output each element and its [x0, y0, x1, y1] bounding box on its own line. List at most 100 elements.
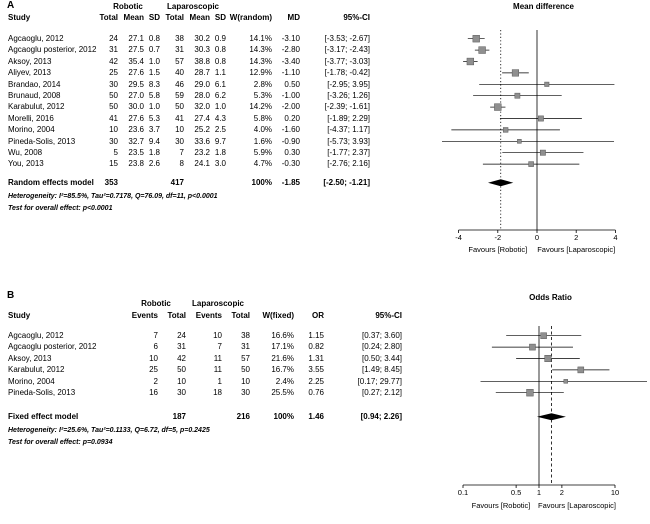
study-value: 0.82: [308, 342, 324, 352]
study-name: Agcaoglu, 2012: [8, 34, 64, 43]
study-value: 24: [177, 331, 186, 340]
study-value: 42: [109, 56, 118, 66]
study-value: 14.3%: [249, 56, 272, 66]
study-value: 27.5: [128, 45, 144, 55]
study-value: 23.2: [194, 148, 210, 157]
study-name: Aksoy, 2013: [8, 353, 52, 363]
study-value: -3.40: [281, 56, 300, 66]
study-value: 0.30: [284, 148, 300, 157]
study-value: [-2.95; 3.95]: [327, 79, 370, 89]
study-value: 30: [175, 136, 184, 146]
study-value: [-3.26; 1.26]: [327, 91, 370, 100]
summary-value: [126, 411, 158, 422]
study-value: 38: [175, 34, 184, 43]
study-name: Brandao, 2014: [8, 79, 61, 89]
study-value: 29.5: [128, 79, 144, 89]
study-value: 11: [213, 365, 222, 375]
study-value: 50: [109, 102, 118, 112]
study-value: 31: [177, 342, 186, 352]
study-name: Agcaoglu posterior, 2012: [8, 342, 97, 352]
column-header: OR: [312, 311, 324, 320]
study-value: 23.5: [128, 148, 144, 157]
effect-square: [472, 35, 480, 43]
study-value: 46: [175, 79, 184, 89]
study-row: Aksoy, 2013 42 35.4 1.0 57 38.8 0.8 14.3% -3.40 […: [8, 56, 370, 67]
study-name: Aliyev, 2013: [8, 68, 51, 78]
study-value: 30: [109, 136, 118, 146]
effect-square: [514, 92, 521, 99]
study-row: Pineda-Solis, 2013 16 30 18 30 25.5% 0.76 [0.27…: [8, 387, 402, 398]
study-value: 31: [175, 45, 184, 55]
summary-value: [210, 177, 226, 188]
effect-square: [466, 57, 475, 66]
summary-value: [184, 177, 210, 188]
study-value: 27.0: [128, 91, 144, 100]
panel-b: B Robotic Laparoscopic Study Events Total Eve…: [0, 290, 650, 524]
study-value: [0.50; 3.44]: [361, 353, 402, 363]
study-value: 24: [109, 34, 118, 43]
study-value: 10: [177, 376, 186, 386]
summary-value: 216: [236, 412, 250, 421]
study-value: 1.8: [214, 148, 226, 157]
study-value: 7: [179, 148, 184, 157]
study-value: 0.9: [214, 34, 226, 43]
study-value: 1.8: [148, 148, 160, 157]
study-row: You, 2013 15 23.8 2.6 8 24.1 3.0 4.7% -0.30 [-2.7…: [8, 158, 370, 169]
study-name: Karabulut, 2012: [8, 102, 65, 112]
study-value: [-1.89; 2.29]: [327, 113, 370, 123]
column-header-row: Study Total Mean SD Total Mean SD W(random) MD 95…: [8, 12, 370, 23]
study-value: 1.0: [148, 102, 160, 112]
overall-effect-note: Test for overall effect: p<0.0001: [8, 205, 113, 212]
study-value: 2.4%: [275, 376, 294, 386]
panel-a-label: A: [7, 0, 15, 11]
study-value: 25.5%: [271, 388, 294, 397]
study-value: 30: [177, 388, 186, 397]
group-header-row: Robotic Laparoscopic: [8, 1, 370, 12]
study-value: 32.7: [128, 136, 144, 146]
x-tick-label: 1: [537, 488, 541, 497]
summary-model-label: Fixed effect model: [8, 412, 79, 421]
study-name: Agcaoglu, 2012: [8, 331, 64, 340]
column-header: SD: [148, 13, 160, 22]
x-tick-label: 2: [560, 488, 564, 497]
study-value: 57: [175, 56, 184, 66]
study-value: -0.30: [281, 159, 300, 169]
study-value: 27.6: [128, 68, 144, 78]
study-name: Wu, 2008: [8, 148, 43, 157]
summary-value: 100%: [251, 178, 272, 187]
study-value: -1.00: [281, 91, 300, 100]
study-value: 7: [153, 331, 158, 340]
study-value: 42: [177, 353, 186, 363]
study-value: 18: [213, 388, 222, 397]
summary-diamond: [488, 179, 514, 187]
study-name: Karabulut, 2012: [8, 365, 65, 375]
summary-row: Random effects model 353 417 100% -1.85 [-2.5…: [8, 177, 370, 188]
study-value: [1.49; 8.45]: [361, 365, 402, 375]
study-value: 5: [113, 148, 118, 157]
study-value: 50: [175, 102, 184, 112]
study-value: 10: [149, 353, 158, 363]
study-value: 23.8: [128, 159, 144, 169]
study-value: 5.9%: [253, 148, 272, 157]
study-value: 9.4: [148, 136, 160, 146]
study-value: 30.2: [194, 34, 210, 43]
x-tick-label: 4: [613, 233, 617, 242]
study-value: 10: [175, 125, 184, 135]
study-value: 41: [109, 113, 118, 123]
study-row: Agcaoglu, 2012 7 24 10 38 16.6% 1.15 [0.37; 3.6…: [8, 330, 402, 341]
study-value: 59: [175, 91, 184, 100]
study-value: 25.2: [194, 125, 210, 135]
column-header: W(random): [229, 13, 272, 22]
study-name: Morelli, 2016: [8, 113, 54, 123]
favours-left-label: Favours [Robotic]: [472, 501, 531, 510]
column-header: Mean: [189, 13, 210, 22]
study-value: 0.76: [308, 388, 324, 397]
study-value: 50: [177, 365, 186, 375]
study-value: 25: [149, 365, 158, 375]
effect-square: [538, 115, 544, 122]
study-value: 38.8: [194, 56, 210, 66]
study-value: 17.1%: [271, 342, 294, 352]
column-header: Events: [195, 311, 222, 320]
summary-value: [186, 411, 222, 422]
